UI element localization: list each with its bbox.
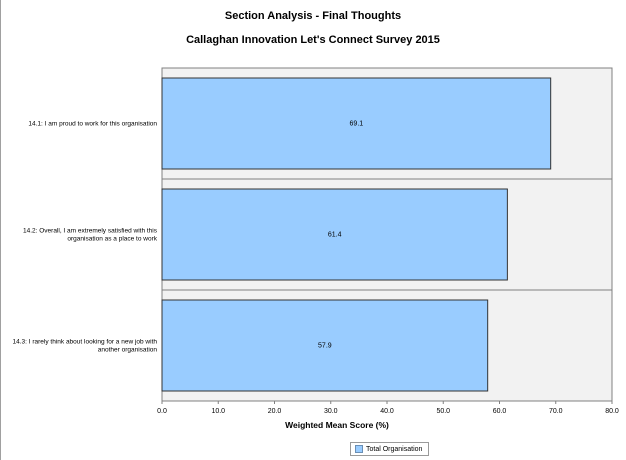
category-label: organisation as a place to work [67, 236, 157, 243]
category-label: another organisation [98, 347, 158, 354]
category-label: 14.2: Overall, I am extremely satisfied … [23, 228, 158, 235]
data-label: 69.1 [350, 121, 364, 128]
chart-title: Section Analysis - Final Thoughts [224, 10, 402, 22]
data-label: 61.4 [328, 232, 342, 239]
legend-label: Total Organisation [366, 445, 423, 453]
x-tick-label: 70.0 [549, 408, 563, 415]
x-tick-label: 20.0 [268, 408, 282, 415]
x-tick-label: 50.0 [436, 408, 450, 415]
data-label: 57.9 [318, 343, 332, 350]
category-label: 14.1: I am proud to work for this organi… [28, 121, 157, 128]
x-tick-label: 30.0 [324, 408, 338, 415]
legend-swatch [355, 445, 363, 453]
bar [161, 188, 508, 281]
chart-subtitle: Callaghan Innovation Let's Connect Surve… [186, 34, 440, 46]
x-tick-label: 0.0 [157, 408, 167, 415]
x-tick-label: 40.0 [380, 408, 394, 415]
left-border [0, 0, 1, 460]
category-label: 14.3: I rarely think about looking for a… [12, 339, 157, 346]
x-tick-label: 10.0 [211, 408, 225, 415]
legend: Total Organisation [350, 442, 430, 456]
bar [161, 299, 489, 392]
x-tick-label: 60.0 [493, 408, 507, 415]
bar [161, 77, 552, 170]
x-axis-label: Weighted Mean Score (%) [285, 420, 389, 430]
x-tick-label: 80.0 [605, 408, 619, 415]
